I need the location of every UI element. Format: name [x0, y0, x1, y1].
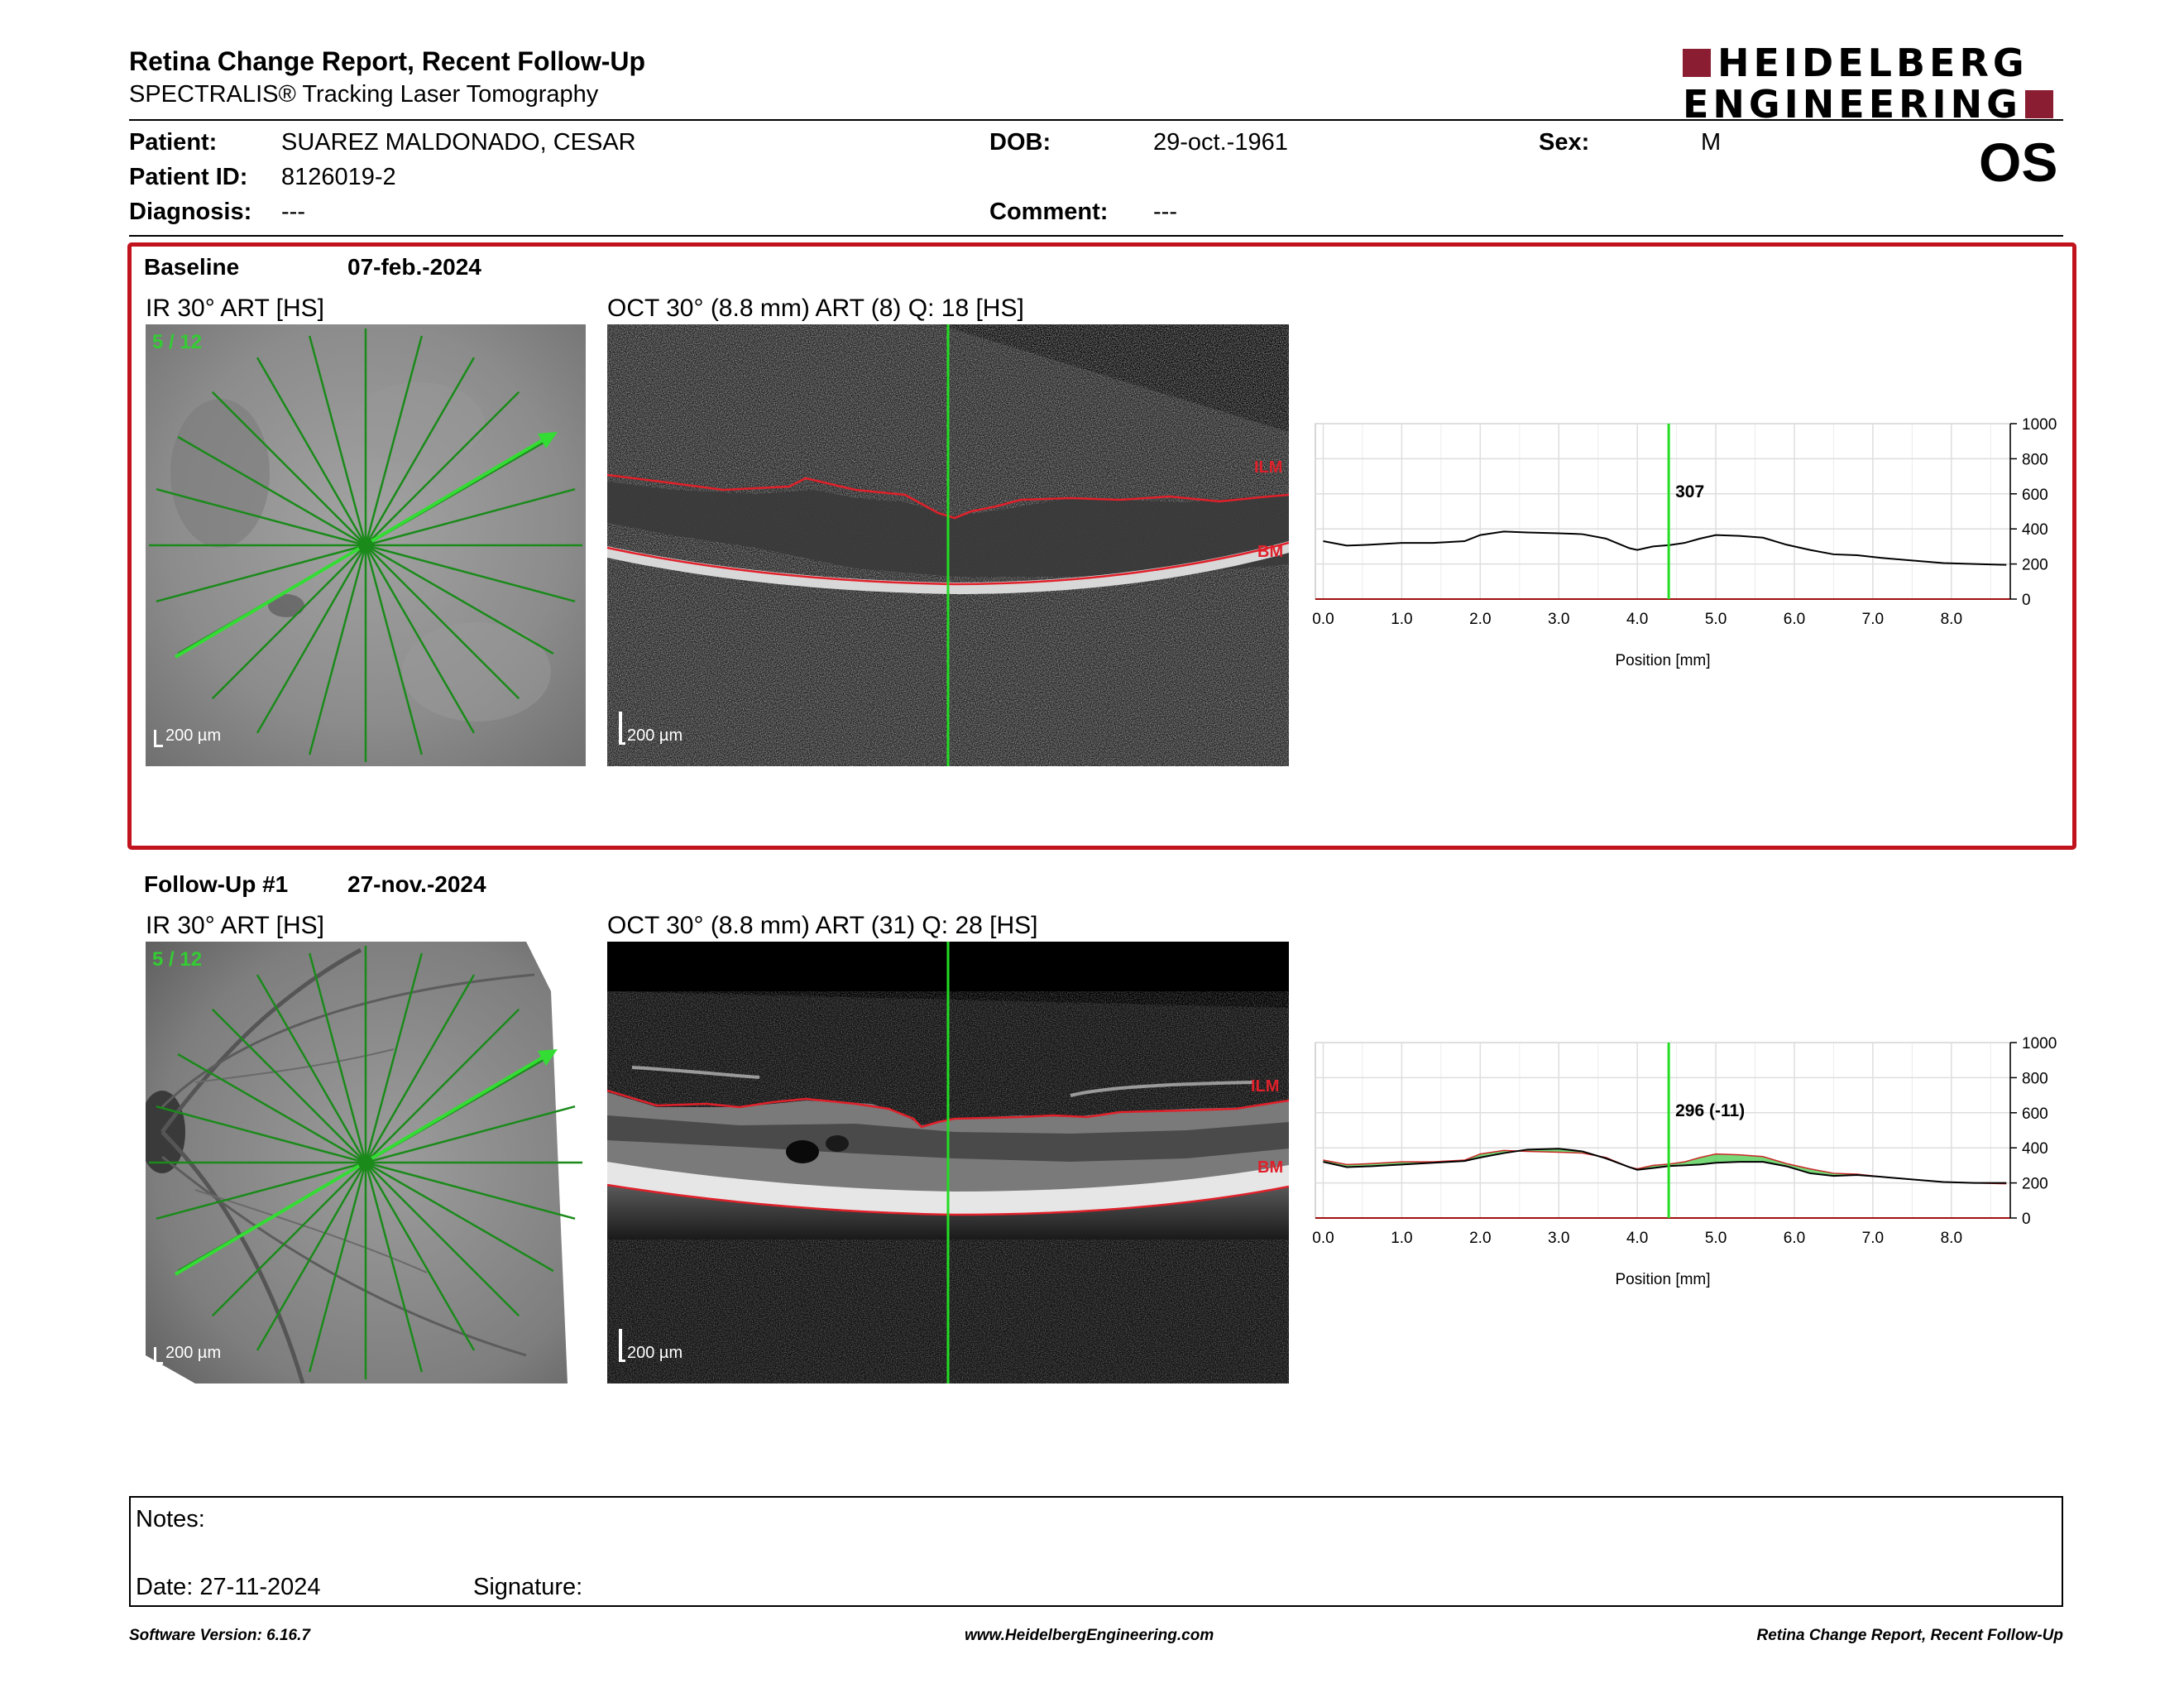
sex-value: M: [1701, 129, 1722, 156]
x-tick-label: 5.0: [1705, 1230, 1727, 1247]
followup-oct-image[interactable]: ILM BM 200 µm: [607, 942, 1289, 1383]
x-tick-label: 0.0: [1312, 611, 1334, 628]
plot-area: [1315, 423, 2011, 600]
series-line: [1323, 530, 2007, 566]
series-line: [1323, 1148, 2007, 1184]
y-tick-label: 200: [2022, 557, 2048, 574]
y-tick-label: 800: [2022, 1070, 2048, 1087]
heidelberg-logo: HEIDELBERG ENGINEERING: [1683, 43, 2063, 126]
software-version: Software Version: 6.16.7: [129, 1627, 310, 1644]
footer-report-name: Retina Change Report, Recent Follow-Up: [1756, 1627, 2063, 1644]
baseline-scan-counter: 5 / 12: [152, 331, 203, 353]
scale-bar-icon: [154, 730, 163, 747]
followup-ir-scale: 200 µm: [165, 1344, 222, 1362]
scale-bar-icon: [619, 1360, 625, 1362]
x-axis-label: Position [mm]: [1615, 1271, 1710, 1288]
notes-date: Date: 27-11-2024: [136, 1574, 321, 1600]
scale-bar-icon: [619, 1329, 622, 1362]
baseline-thickness-chart: 0 200 400 600 800 1000 0.0 1.0 2.0 3.0 4.0 5.0 6.0 7.…: [1312, 416, 2057, 669]
x-tick-label: 7.0: [1862, 1230, 1884, 1247]
x-tick-label: 5.0: [1705, 611, 1727, 628]
sex-label: Sex:: [1539, 129, 1590, 156]
patient-id-value: 8126019-2: [281, 164, 396, 190]
followup-date: 27-nov.-2024: [347, 871, 486, 897]
x-tick-label: 6.0: [1784, 611, 1805, 628]
logo-square-icon: [2024, 90, 2053, 118]
x-tick-label: 4.0: [1626, 611, 1648, 628]
baseline-date: 07-feb.-2024: [347, 254, 481, 280]
report-title: Retina Change Report, Recent Follow-Up: [129, 46, 646, 76]
y-tick-label: 400: [2022, 1140, 2048, 1158]
x-tick-label: 1.0: [1391, 611, 1412, 628]
scale-bar-icon: [619, 712, 622, 745]
y-tick-label: 0: [2022, 592, 2031, 609]
website-link[interactable]: www.HeidelbergEngineering.com: [965, 1627, 1214, 1644]
eye-indicator: OS: [1979, 132, 2058, 193]
marker-value-label: 307: [1675, 482, 1704, 501]
baseline-oct-scale: 200 µm: [627, 727, 683, 745]
patient-label: Patient:: [129, 129, 218, 156]
baseline-ir-image[interactable]: 5 / 12 200 µm: [146, 324, 586, 766]
info-divider: [129, 235, 2063, 237]
scale-bar-icon: [619, 742, 625, 745]
baseline-ilm-label: ILM: [1254, 458, 1283, 477]
logo-square-icon: [1683, 49, 1711, 77]
followup-thickness-chart: 0 200 400 600 800 1000 0.0 1.0 2.0 3.0 4.0 5.0 6.0 7.…: [1312, 1035, 2057, 1288]
header-divider: [129, 119, 2063, 121]
marker-value-label: 296 (-11): [1675, 1101, 1745, 1120]
baseline-oct-image[interactable]: ILM BM 200 µm: [607, 324, 1289, 766]
x-tick-label: 8.0: [1941, 611, 1962, 628]
diagnosis-value: ---: [281, 199, 305, 225]
y-tick-label: 200: [2022, 1176, 2048, 1193]
x-tick-label: 2.0: [1469, 611, 1491, 628]
plot-area: [1315, 1042, 2011, 1219]
comment-value: ---: [1153, 199, 1177, 225]
y-tick-label: 0: [2022, 1211, 2031, 1228]
y-tick-label: 600: [2022, 487, 2048, 504]
followup-oct-scale: 200 µm: [627, 1344, 683, 1362]
baseline-label: Baseline: [144, 254, 240, 280]
y-tick-label: 1000: [2022, 416, 2057, 434]
notes-box[interactable]: Notes: Date: 27-11-2024 Signature:: [129, 1496, 2063, 1607]
x-tick-label: 8.0: [1941, 1230, 1962, 1247]
baseline-ir-label: IR 30° ART [HS]: [146, 295, 324, 322]
x-tick-label: 1.0: [1391, 1230, 1412, 1247]
followup-ilm-label: ILM: [1251, 1077, 1280, 1096]
patient-name: SUAREZ MALDONADO, CESAR: [281, 129, 636, 156]
x-tick-label: 3.0: [1548, 611, 1569, 628]
baseline-oct-label: OCT 30° (8.8 mm) ART (8) Q: 18 [HS]: [607, 295, 1024, 322]
x-tick-label: 6.0: [1784, 1230, 1805, 1247]
patient-id-label: Patient ID:: [129, 164, 248, 190]
logo-line-2: ENGINEERING: [1683, 82, 2022, 127]
y-tick-label: 1000: [2022, 1035, 2057, 1053]
x-axis-label: Position [mm]: [1615, 652, 1710, 669]
scale-bar-icon: [154, 1347, 163, 1364]
dob-value: 29-oct.-1961: [1153, 129, 1288, 156]
x-tick-label: 7.0: [1862, 611, 1884, 628]
notes-label: Notes:: [136, 1506, 205, 1532]
y-tick-label: 800: [2022, 451, 2048, 468]
y-tick-label: 400: [2022, 521, 2048, 539]
followup-scan-counter: 5 / 12: [152, 948, 203, 971]
baseline-frame: [127, 242, 2076, 850]
signature-label: Signature:: [473, 1574, 583, 1600]
logo-line-1: HEIDELBERG: [1717, 41, 2028, 85]
x-tick-label: 3.0: [1548, 1230, 1569, 1247]
x-tick-label: 0.0: [1312, 1230, 1334, 1247]
comment-label: Comment:: [989, 199, 1109, 225]
diagnosis-label: Diagnosis:: [129, 199, 252, 225]
followup-ir-image[interactable]: 5 / 12 200 µm: [146, 942, 586, 1383]
report-subtitle: SPECTRALIS® Tracking Laser Tomography: [129, 81, 599, 108]
followup-ir-label: IR 30° ART [HS]: [146, 912, 324, 939]
followup-oct-label: OCT 30° (8.8 mm) ART (31) Q: 28 [HS]: [607, 912, 1038, 939]
baseline-bm-label: BM: [1257, 543, 1284, 561]
baseline-ir-scale: 200 µm: [165, 727, 222, 745]
x-tick-label: 2.0: [1469, 1230, 1491, 1247]
x-tick-label: 4.0: [1626, 1230, 1648, 1247]
followup-label: Follow-Up #1: [144, 871, 289, 897]
dob-label: DOB:: [989, 129, 1051, 156]
followup-bm-label: BM: [1257, 1158, 1284, 1177]
y-tick-label: 600: [2022, 1105, 2048, 1123]
